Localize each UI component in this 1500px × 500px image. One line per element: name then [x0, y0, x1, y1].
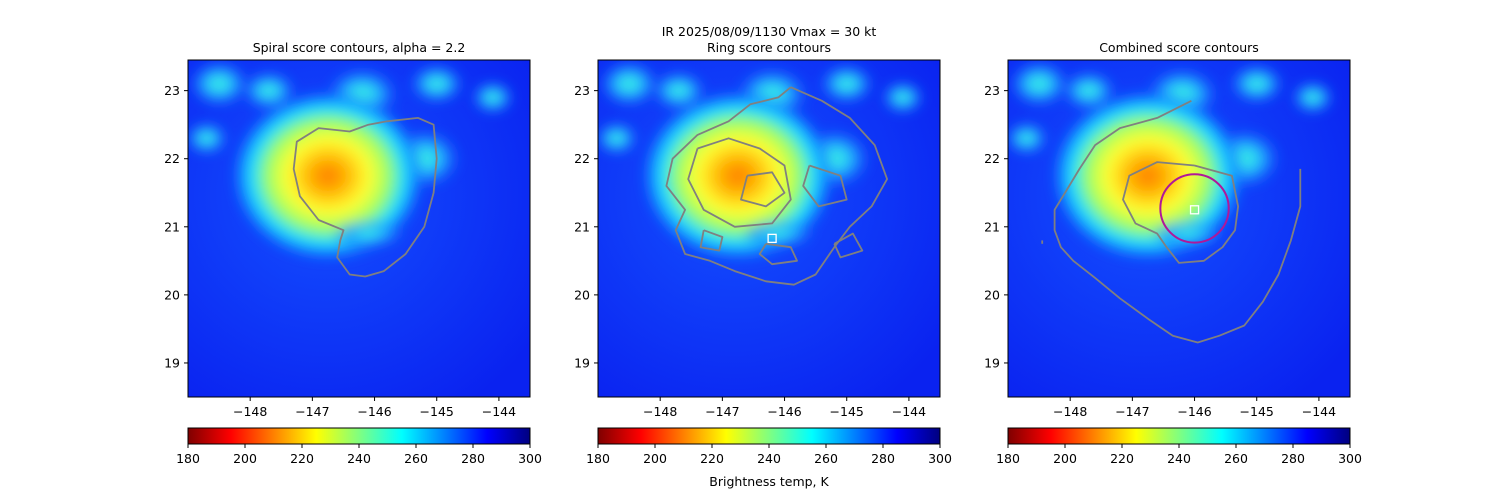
contour-2	[1122, 161, 1239, 264]
x-tick-label: −145	[420, 404, 454, 419]
contour-7	[833, 232, 864, 259]
colorbar-tick-label: 300	[518, 451, 542, 466]
colorbar-tick-label: 280	[871, 451, 895, 466]
y-tick-label: 22	[164, 151, 180, 166]
y-tick-label: 20	[574, 287, 590, 302]
y-tick-label: 20	[984, 287, 1000, 302]
x-tick-label: −146	[357, 404, 391, 419]
contour-1	[665, 86, 888, 286]
ir-imagery	[598, 60, 940, 397]
colorbar-tick-label: 200	[1053, 451, 1077, 466]
x-tick-label: −144	[1302, 404, 1336, 419]
y-tick-label: 23	[574, 83, 590, 98]
colorbar-gradient	[597, 427, 941, 445]
center-circle	[1159, 173, 1230, 244]
x-tick-label: −147	[705, 404, 739, 419]
colorbar-tick-label: 240	[757, 451, 781, 466]
colorbar: 180 200 220 240 260 280 300	[586, 427, 952, 466]
colorbar-tick-label: 260	[1224, 451, 1248, 466]
panel-title: Combined score contours	[1099, 40, 1259, 55]
colorbar-tick-label: 300	[928, 451, 952, 466]
y-tick-label: 21	[164, 219, 180, 234]
colorbar-tick-label: 180	[586, 451, 610, 466]
x-tick-label: −145	[1240, 404, 1274, 419]
x-tick-label: −148	[233, 404, 267, 419]
y-tick-label: 23	[164, 83, 180, 98]
axes-frame	[187, 59, 531, 398]
colorbar-gradient	[187, 427, 531, 445]
colorbar-gradient	[1007, 427, 1351, 445]
colorbar-tick-label: 300	[1338, 451, 1362, 466]
x-tick-label: −147	[1115, 404, 1149, 419]
contour-4	[802, 164, 848, 208]
x-tick-label: −147	[295, 404, 329, 419]
colorbar-tick-label: 180	[176, 451, 200, 466]
x-tick-label: −146	[767, 404, 801, 419]
x-tick-label: −146	[1177, 404, 1211, 419]
center-marker	[767, 233, 777, 244]
y-tick-label: 22	[984, 151, 1000, 166]
y-tick-label: 22	[574, 151, 590, 166]
center-marker	[1189, 205, 1200, 215]
contour-5	[758, 242, 798, 266]
panel-1: Spiral score contours, alpha = 2.2 −148 −1…	[164, 40, 542, 466]
y-tick-label: 19	[574, 355, 590, 370]
colorbar-tick-label: 240	[347, 451, 371, 466]
colorbar-tick-label: 200	[643, 451, 667, 466]
y-tick-label: 23	[984, 83, 1000, 98]
y-tick-label: 20	[164, 287, 180, 302]
colorbar-tick-label: 260	[814, 451, 838, 466]
colorbar-tick-label: 280	[461, 451, 485, 466]
ir-imagery	[188, 60, 530, 397]
panel-3: Combined score contours −148 −147 −146 −145 −…	[984, 40, 1362, 466]
panel-2: Ring score contours −148 −147 −146 −145 −144 1…	[574, 40, 952, 466]
axes-frame	[1007, 59, 1351, 398]
colorbar-tick-label: 280	[1281, 451, 1305, 466]
colorbar-tick-label: 180	[996, 451, 1020, 466]
colorbar-tick-label: 260	[404, 451, 428, 466]
x-tick-label: −148	[1053, 404, 1087, 419]
colorbar-tick-label: 220	[290, 451, 314, 466]
colorbar-tick-label: 220	[1110, 451, 1134, 466]
x-tick-label: −148	[643, 404, 677, 419]
panel-title: Spiral score contours, alpha = 2.2	[253, 40, 466, 55]
colorbar-tick-label: 220	[700, 451, 724, 466]
colorbar-label: Brightness temp, K	[709, 474, 829, 489]
y-tick-label: 21	[984, 219, 1000, 234]
colorbar-tick-label: 240	[1167, 451, 1191, 466]
figure-suptitle: IR 2025/08/09/1130 Vmax = 30 kt	[662, 24, 877, 39]
colorbar: 180 200 220 240 260 280 300	[176, 427, 542, 466]
ir-imagery	[1008, 60, 1350, 397]
y-tick-label: 19	[164, 355, 180, 370]
contour-6	[699, 229, 724, 252]
axes-frame	[597, 59, 941, 398]
panel-title: Ring score contours	[707, 40, 831, 55]
contour-1	[1053, 99, 1302, 344]
y-tick-label: 19	[984, 355, 1000, 370]
y-tick-label: 21	[574, 219, 590, 234]
colorbar: 180 200 220 240 260 280 300	[996, 427, 1362, 466]
contour-3	[740, 171, 786, 208]
x-tick-label: −144	[482, 404, 516, 419]
x-tick-label: −145	[830, 404, 864, 419]
contour-2	[687, 137, 792, 228]
contour-1	[292, 117, 438, 278]
x-tick-label: −144	[892, 404, 926, 419]
colorbar-tick-label: 200	[233, 451, 257, 466]
